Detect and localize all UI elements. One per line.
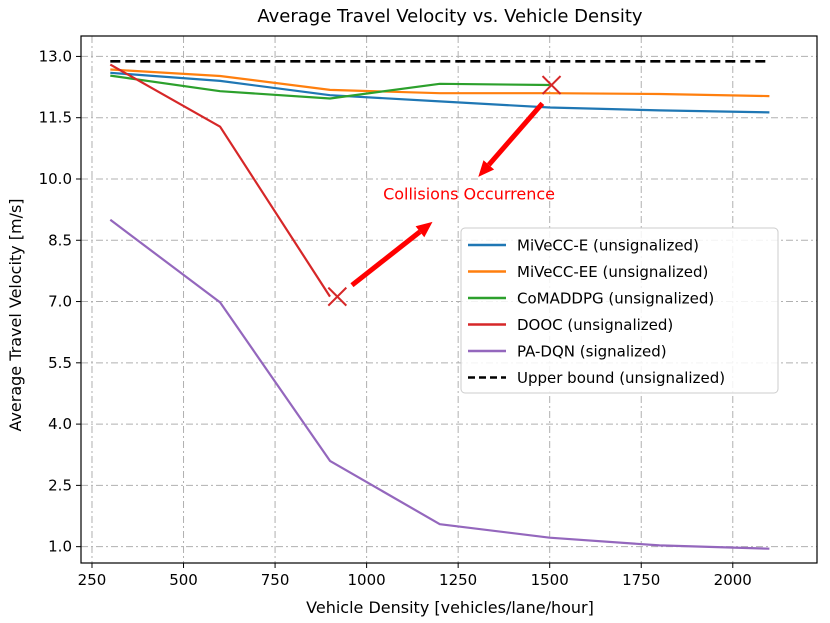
y-tick-label: 4.0 xyxy=(48,415,72,433)
y-tick-label: 13.0 xyxy=(39,47,72,65)
legend-label-1: MiVeCC-EE (unsignalized) xyxy=(517,263,708,281)
legend-label-0: MiVeCC-E (unsignalized) xyxy=(517,237,699,255)
legend-label-3: DOOC (unsignalized) xyxy=(517,316,673,334)
series-lines xyxy=(109,59,770,550)
series-line-4 xyxy=(109,218,770,550)
marker-stroke xyxy=(327,286,348,307)
series-line-1 xyxy=(110,68,770,98)
x-tick-label: 2000 xyxy=(714,571,752,589)
x-axis-label: Vehicle Density [vehicles/lane/hour] xyxy=(306,598,594,617)
arrow-shaft xyxy=(350,229,422,288)
annotation-arrow-1 xyxy=(478,101,545,177)
arrow-head xyxy=(478,160,495,177)
legend: MiVeCC-E (unsignalized) MiVeCC-EE (unsign… xyxy=(460,227,779,394)
arrow-shaft xyxy=(486,101,545,167)
y-tick-label: 8.5 xyxy=(48,231,72,249)
chart-title: Average Travel Velocity vs. Vehicle Dens… xyxy=(257,6,643,27)
annotation-arrow-0 xyxy=(350,221,433,288)
legend-label-5: Upper bound (unsignalized) xyxy=(517,369,725,387)
y-tick-label: 7.0 xyxy=(48,293,72,311)
y-tick-label: 2.5 xyxy=(48,476,72,494)
x-tick-label: 1750 xyxy=(622,571,660,589)
collision-marker-dooc-collision xyxy=(327,286,348,307)
series-line-0 xyxy=(110,71,770,114)
legend-label-4: PA-DQN (signalized) xyxy=(517,343,667,361)
grid-lines xyxy=(81,36,817,563)
y-tick-label: 11.5 xyxy=(39,109,72,127)
x-tick-label: 750 xyxy=(261,571,290,589)
collision-marker-comaddpg-collision xyxy=(541,75,562,95)
x-tick-label: 250 xyxy=(78,571,107,589)
legend-items: MiVeCC-E (unsignalized) MiVeCC-EE (unsign… xyxy=(468,237,725,387)
x-axis-ticks: 250 500 750 1000 1250 1500 1750 2000 xyxy=(78,563,752,589)
legend-label-2: CoMADDPG (unsignalized) xyxy=(517,290,714,308)
collision-markers xyxy=(327,75,562,307)
y-tick-label: 5.5 xyxy=(48,354,72,372)
series-line-2 xyxy=(110,74,550,100)
x-tick-label: 1500 xyxy=(531,571,569,589)
x-tick-label: 1250 xyxy=(439,571,477,589)
series-line-3 xyxy=(109,63,331,298)
legend-box xyxy=(460,227,779,394)
annotation-text: Collisions Occurrence xyxy=(383,184,555,203)
y-axis-ticks: 1.0 2.5 4.0 5.5 7.0 8.5 10.0 11.5 13.0 xyxy=(39,47,81,556)
y-tick-label: 10.0 xyxy=(39,170,72,188)
arrow-head xyxy=(415,221,433,238)
x-tick-label: 500 xyxy=(169,571,198,589)
plot-frame xyxy=(80,35,818,564)
marker-stroke xyxy=(541,75,562,95)
y-axis-label: Average Travel Velocity [m/s] xyxy=(6,198,25,431)
x-tick-label: 1000 xyxy=(348,571,386,589)
collision-annotation: Collisions Occurrence xyxy=(350,101,555,288)
y-tick-label: 1.0 xyxy=(48,538,72,556)
